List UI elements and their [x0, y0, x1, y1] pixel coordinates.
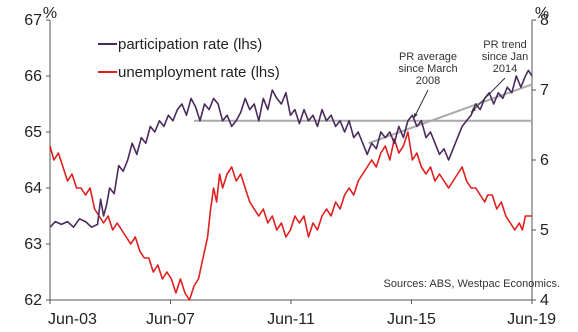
x-tick-label: Jun-07 — [146, 311, 195, 328]
series-line-3 — [368, 83, 533, 145]
annotation-text: PR trend — [483, 39, 526, 51]
left-tick-label: 62 — [24, 292, 42, 309]
right-tick-label: 7 — [540, 82, 549, 99]
left-tick-label: 65 — [24, 124, 42, 141]
annotation-arrowhead — [413, 113, 418, 118]
annotation-arrow — [470, 77, 506, 113]
left-tick-label: 67 — [24, 12, 42, 29]
right-tick-label: 8 — [540, 12, 549, 29]
legend-label: unemployment rate (lhs) — [118, 64, 280, 81]
series-group — [49, 69, 533, 301]
x-tick-label: Jun-15 — [387, 311, 436, 328]
right-tick-label: 6 — [540, 152, 549, 169]
right-tick-label: 4 — [540, 292, 549, 309]
annotation-text: 2008 — [416, 75, 440, 87]
left-tick-label: 64 — [24, 180, 42, 197]
left-tick-label: 63 — [24, 236, 42, 253]
annotation-text: PR average — [399, 51, 457, 63]
annotation-text: 2014 — [493, 63, 517, 75]
annotation-text: since Jan — [482, 51, 528, 63]
left-unit: % — [43, 5, 57, 22]
source-note: Sources: ABS, Westpac Economics. — [384, 278, 560, 290]
right-tick-label: 5 — [540, 222, 549, 239]
x-tick-label: Jun-19 — [507, 311, 556, 328]
legend-label: participation rate (lhs) — [118, 36, 262, 53]
series-line-1 — [49, 131, 532, 301]
annotation-text: since March — [398, 63, 457, 75]
x-tick-label: Jun-03 — [48, 311, 97, 328]
annotation-arrowhead — [471, 107, 476, 113]
annotation-arrow — [413, 89, 429, 119]
left-tick-label: 66 — [24, 68, 42, 85]
legend: participation rate (lhs) unemployment rat… — [98, 36, 280, 81]
right-unit: % — [535, 5, 549, 22]
x-tick-label: Jun-11 — [267, 311, 315, 328]
series-line-0 — [49, 69, 533, 228]
